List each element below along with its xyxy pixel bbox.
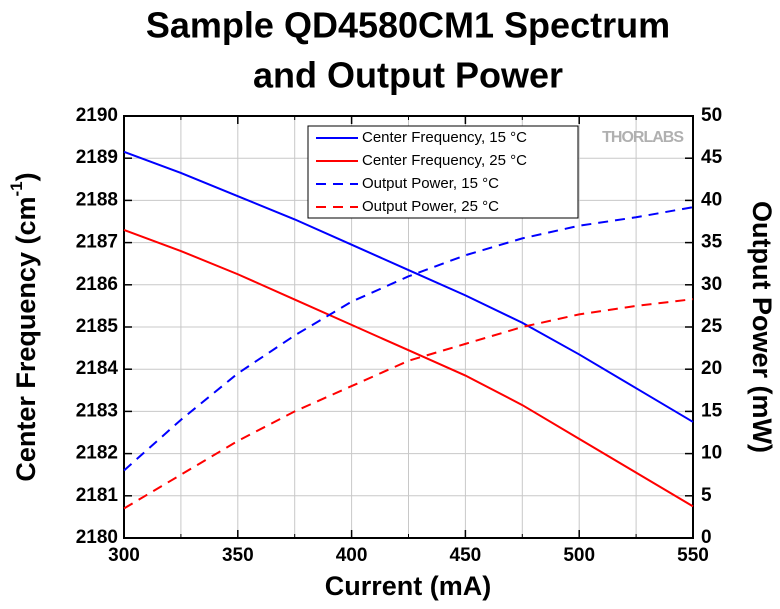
x-tick-label: 500 (563, 545, 595, 566)
chart-title: Sample QD4580CM1 Spectrum (146, 5, 670, 46)
legend-label: Output Power, 25 °C (362, 198, 499, 215)
y2-tick-label: 45 (701, 147, 723, 168)
y2-tick-label: 5 (701, 485, 712, 506)
y-tick-label: 2181 (76, 485, 119, 506)
legend-box (307, 125, 579, 219)
y-tick-label: 2188 (76, 189, 118, 210)
y-tick-label: 2180 (76, 527, 118, 548)
series-line (123, 150, 694, 423)
series-line (123, 298, 694, 510)
legend-label: Center Frequency, 25 °C (362, 152, 527, 169)
y2-tick-label: 40 (701, 189, 722, 210)
y2-tick-label: 15 (701, 400, 723, 421)
y2-tick-label: 0 (701, 527, 712, 548)
x-tick-label: 550 (677, 545, 709, 566)
x-axis-label: Current (mA) (325, 571, 492, 601)
y-tick-label: 2186 (76, 274, 118, 295)
watermark: THORLABS (602, 129, 684, 146)
x-tick-label: 400 (336, 545, 368, 566)
plot-frame (123, 115, 694, 539)
x-tick-label: 450 (450, 545, 482, 566)
legend-label: Output Power, 15 °C (362, 175, 499, 192)
y-tick-label: 2187 (76, 232, 118, 253)
series-line (123, 229, 694, 508)
legend-label: Center Frequency, 15 °C (362, 129, 527, 146)
y2-tick-label: 25 (701, 316, 723, 337)
y-tick-label: 2190 (76, 105, 118, 126)
y2-tick-label: 20 (701, 358, 722, 379)
y-axis-label: Center Frequency (cm-1) (7, 172, 41, 481)
y-tick-label: 2185 (76, 316, 119, 337)
x-tick-label: 350 (222, 545, 254, 566)
y2-tick-label: 35 (701, 232, 723, 253)
y-tick-label: 2182 (76, 443, 118, 464)
y2-tick-label: 50 (701, 105, 722, 126)
y-axis-label-sup: -1 (7, 181, 26, 196)
y2-axis-label: Output Power (mW) (747, 201, 777, 453)
y2-tick-label: 30 (701, 274, 722, 295)
x-tick-label: 300 (108, 545, 140, 566)
y-tick-label: 2184 (76, 358, 119, 379)
y-tick-label: 2183 (76, 400, 118, 421)
chart-title: and Output Power (253, 55, 563, 96)
y-axis-label-suffix: ) (11, 172, 41, 181)
series-line (123, 206, 694, 472)
y-tick-label: 2189 (76, 147, 118, 168)
y2-tick-label: 10 (701, 443, 722, 464)
y-axis-label-text: Center Frequency (cm (11, 197, 41, 482)
